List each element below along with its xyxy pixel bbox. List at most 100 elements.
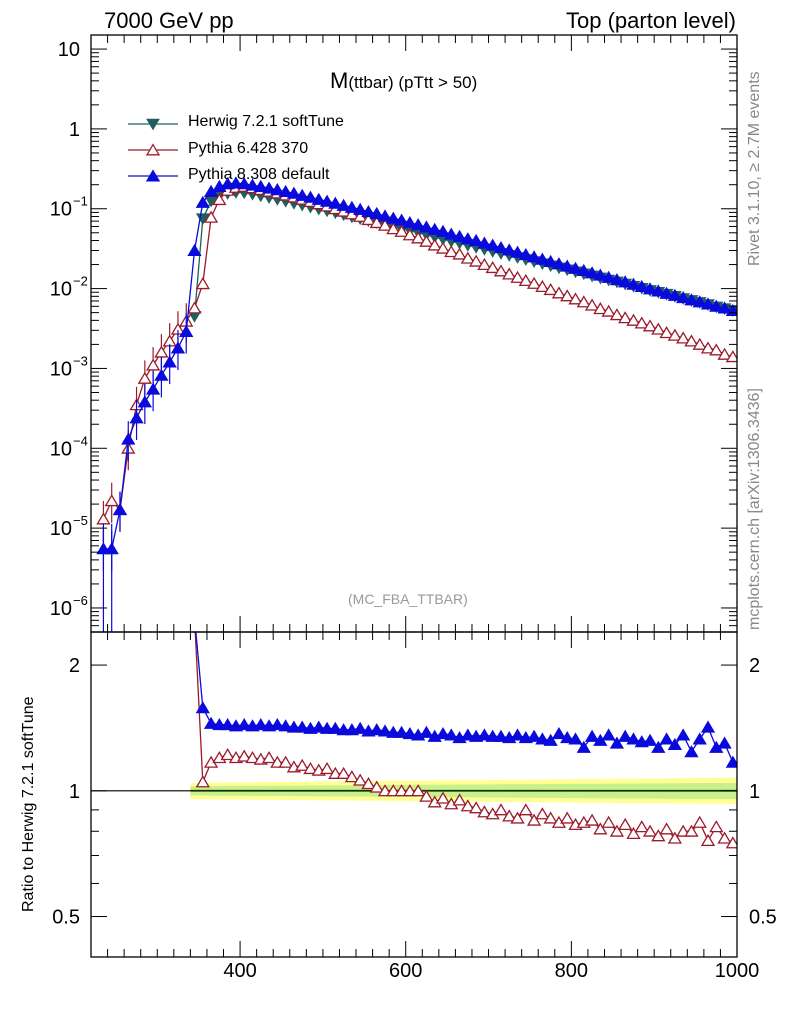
x-tick-label: 1000 [715, 960, 760, 982]
ratio-point-series-1 [435, 727, 451, 740]
main-point-series-1 [618, 311, 633, 324]
main-point-series-2 [435, 224, 451, 237]
main-y-tick-exponent: −5 [73, 513, 88, 528]
main-point-series-1 [427, 238, 442, 251]
ratio-point-series-1 [651, 740, 666, 753]
chart-title-sub: (ttbar) (pTtt > 50) [348, 73, 478, 92]
ratio-point-series-1 [419, 725, 434, 738]
ratio-point-series-0 [402, 784, 417, 797]
ratio-point-series-0 [369, 780, 384, 793]
main-point-series-1 [709, 343, 724, 356]
header-right-label: Top (parton level) [566, 8, 736, 33]
x-tick-label: 600 [389, 960, 422, 982]
ratio-point-series-0 [237, 749, 252, 762]
ratio-y-axis-label: Ratio to Herwig 7.2.1 softTune [20, 696, 37, 912]
main-point-series-2 [295, 188, 310, 201]
ratio-point-series-1 [212, 717, 227, 731]
main-point-series-1 [634, 316, 649, 329]
main-point-series-2 [651, 284, 666, 297]
ratio-point-series-1 [560, 731, 575, 744]
main-point-series-1 [460, 251, 475, 264]
ratio-point-series-1 [642, 733, 658, 746]
ratio-point-series-1 [676, 728, 691, 741]
ratio-point-series-1 [684, 745, 699, 758]
ratio-point-series-1 [295, 720, 310, 733]
ratio-point-series-0 [261, 751, 277, 764]
main-point-series-1 [676, 331, 691, 344]
main-point-series-2 [493, 241, 509, 254]
ratio-point-series-0 [526, 813, 542, 826]
main-point-series-2 [386, 211, 401, 224]
main-point-series-1 [568, 292, 583, 305]
main-point-series-2 [154, 368, 169, 381]
main-point-series-2 [145, 382, 161, 395]
axis-ticks [91, 35, 738, 958]
ratio-point-series-1 [377, 724, 393, 737]
ratio-point-series-0 [361, 777, 376, 790]
main-point-series-2 [618, 275, 633, 288]
main-y-tick-label: 10 [50, 598, 72, 620]
ratio-point-series-0 [609, 824, 625, 837]
ratio-y-tick-label-left: 0.5 [52, 907, 80, 929]
ratio-point-series-1 [618, 729, 633, 742]
main-point-series-2 [328, 196, 343, 209]
ratio-point-series-0 [452, 793, 467, 806]
ratio-point-series-0 [245, 751, 260, 764]
main-point-series-1 [684, 334, 699, 347]
ratio-point-series-0 [386, 784, 401, 797]
main-point-series-1 [154, 345, 169, 358]
ratio-point-series-1 [237, 717, 252, 731]
main-point-series-2 [179, 324, 194, 337]
ratio-point-series-0 [651, 829, 666, 842]
main-point-series-1 [411, 231, 426, 244]
main-point-series-2 [551, 257, 567, 270]
main-point-series-2 [411, 218, 426, 231]
main-point-series-1 [593, 302, 608, 315]
ratio-point-series-0 [667, 831, 683, 844]
ratio-point-series-0 [717, 831, 732, 844]
ratio-point-series-1 [692, 732, 707, 745]
main-point-series-2 [137, 395, 152, 408]
ratio-point-series-1 [460, 728, 475, 741]
main-point-series-1 [477, 257, 492, 271]
ratio-point-series-0 [584, 813, 600, 826]
main-point-series-1 [394, 224, 409, 237]
main-y-tick-exponent: −2 [73, 274, 88, 289]
main-point-series-1 [187, 301, 202, 314]
legend-marker-series-2 [145, 169, 161, 182]
ratio-point-series-1 [189, 612, 201, 622]
ratio-point-series-1 [609, 736, 625, 749]
ratio-point-series-1 [270, 717, 285, 731]
main-point-series-1 [576, 295, 591, 308]
main-point-series-2 [170, 341, 186, 354]
main-point-series-2 [121, 432, 136, 445]
ratio-point-series-1 [286, 720, 302, 733]
x-tick-label: 800 [555, 960, 588, 982]
main-point-series-2 [502, 243, 517, 256]
main-point-series-1 [626, 313, 641, 326]
ratio-point-series-1 [601, 728, 616, 741]
main-point-series-1 [560, 289, 575, 302]
ratio-point-series-1 [328, 721, 343, 734]
ratio-point-series-0 [303, 761, 318, 775]
ratio-point-series-0 [189, 612, 201, 622]
main-point-series-1 [377, 218, 393, 231]
main-point-series-2 [460, 232, 475, 245]
ratio-point-series-1 [253, 717, 268, 731]
ratio-point-series-0 [419, 789, 434, 802]
ratio-point-series-1 [353, 721, 368, 734]
ratio-y-tick-label-right: 0.5 [749, 907, 777, 929]
main-point-series-1 [361, 212, 376, 226]
ratio-point-series-1 [386, 725, 401, 738]
ratio-point-series-0 [394, 784, 409, 797]
main-point-series-2 [369, 206, 384, 220]
ratio-point-series-0 [510, 811, 525, 824]
ratio-point-series-1 [510, 728, 525, 741]
main-point-series-2 [112, 503, 128, 516]
main-point-series-2 [543, 254, 558, 268]
ratio-point-series-1 [626, 732, 641, 745]
ratio-point-series-1 [220, 717, 235, 731]
main-point-series-2 [195, 195, 210, 208]
main-point-series-1 [104, 494, 119, 507]
